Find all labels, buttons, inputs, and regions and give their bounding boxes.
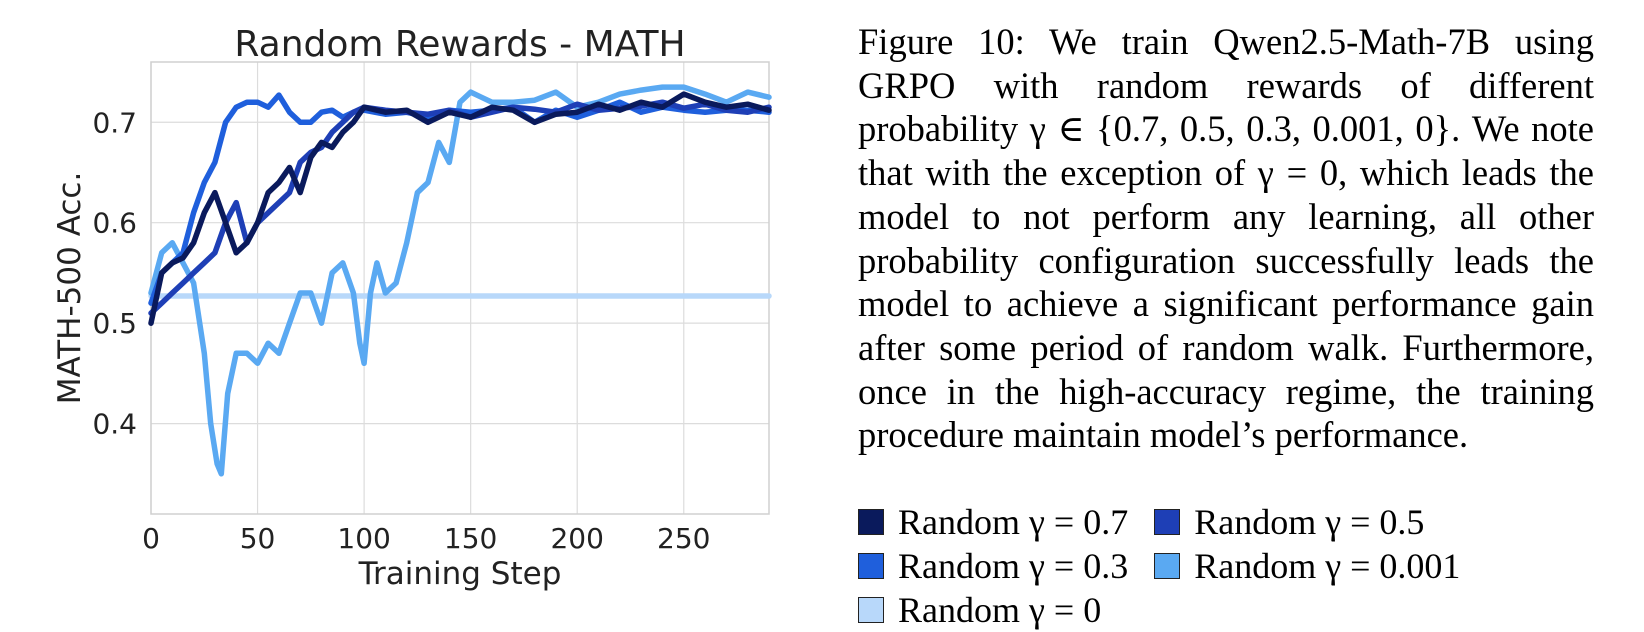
legend-item: Random γ = 0.7: [858, 501, 1128, 543]
legend-item: Random γ = 0.5: [1154, 501, 1424, 543]
x-tick-label: 200: [550, 522, 603, 555]
legend-label: Random γ = 0: [898, 590, 1102, 630]
legend-swatch: [858, 553, 884, 579]
x-tick-label: 250: [657, 522, 710, 555]
series-line: [148, 84, 772, 477]
legend-swatch: [1154, 553, 1181, 579]
legend-label: Random γ = 0.7: [898, 502, 1129, 542]
y-axis-label: MATH-500 Acc.: [52, 172, 88, 405]
y-tick-label: 0.5: [92, 307, 137, 340]
grid: [150, 62, 769, 514]
legend-swatch: [858, 509, 884, 535]
y-tick-label: 0.4: [92, 408, 137, 441]
legend-item: Random γ = 0.001: [1154, 545, 1460, 587]
x-tick-label: 0: [142, 522, 160, 555]
legend-label: Random γ = 0.3: [898, 546, 1129, 586]
y-tick-labels: 0.4 0.5 0.6 0.7: [92, 106, 137, 440]
x-axis-label: Training Step: [358, 556, 562, 592]
x-tick-label: 150: [444, 522, 497, 555]
legend-item: Random γ = 0.3: [858, 545, 1128, 587]
legend-label: Random γ = 0.5: [1194, 502, 1425, 542]
chart: Random Rewards - MATH 0 50 100 150 200 250 0.…: [52, 24, 772, 592]
x-tick-label: 100: [337, 522, 390, 555]
legend-swatch: [858, 597, 884, 623]
chart-title: Random Rewards - MATH: [234, 24, 685, 65]
series-line: [148, 91, 772, 326]
legend: Random γ = 0.7 Random γ = 0.5 Random γ =…: [858, 500, 1486, 632]
plot-frame: [150, 61, 770, 515]
legend-label: Random γ = 0.001: [1194, 546, 1461, 586]
legend-swatch: [1154, 509, 1181, 535]
y-tick-label: 0.6: [92, 207, 137, 240]
x-tick-labels: 0 50 100 150 200 250: [142, 522, 710, 555]
series-lines: [148, 84, 772, 477]
y-tick-label: 0.7: [92, 106, 137, 139]
series-line: [148, 99, 772, 316]
legend-item: Random γ = 0: [858, 589, 1101, 631]
x-tick-label: 50: [240, 522, 276, 555]
series-line: [148, 92, 772, 306]
figure-caption: Figure 10: We train Qwen2.5-Math-7B usin…: [858, 21, 1594, 456]
